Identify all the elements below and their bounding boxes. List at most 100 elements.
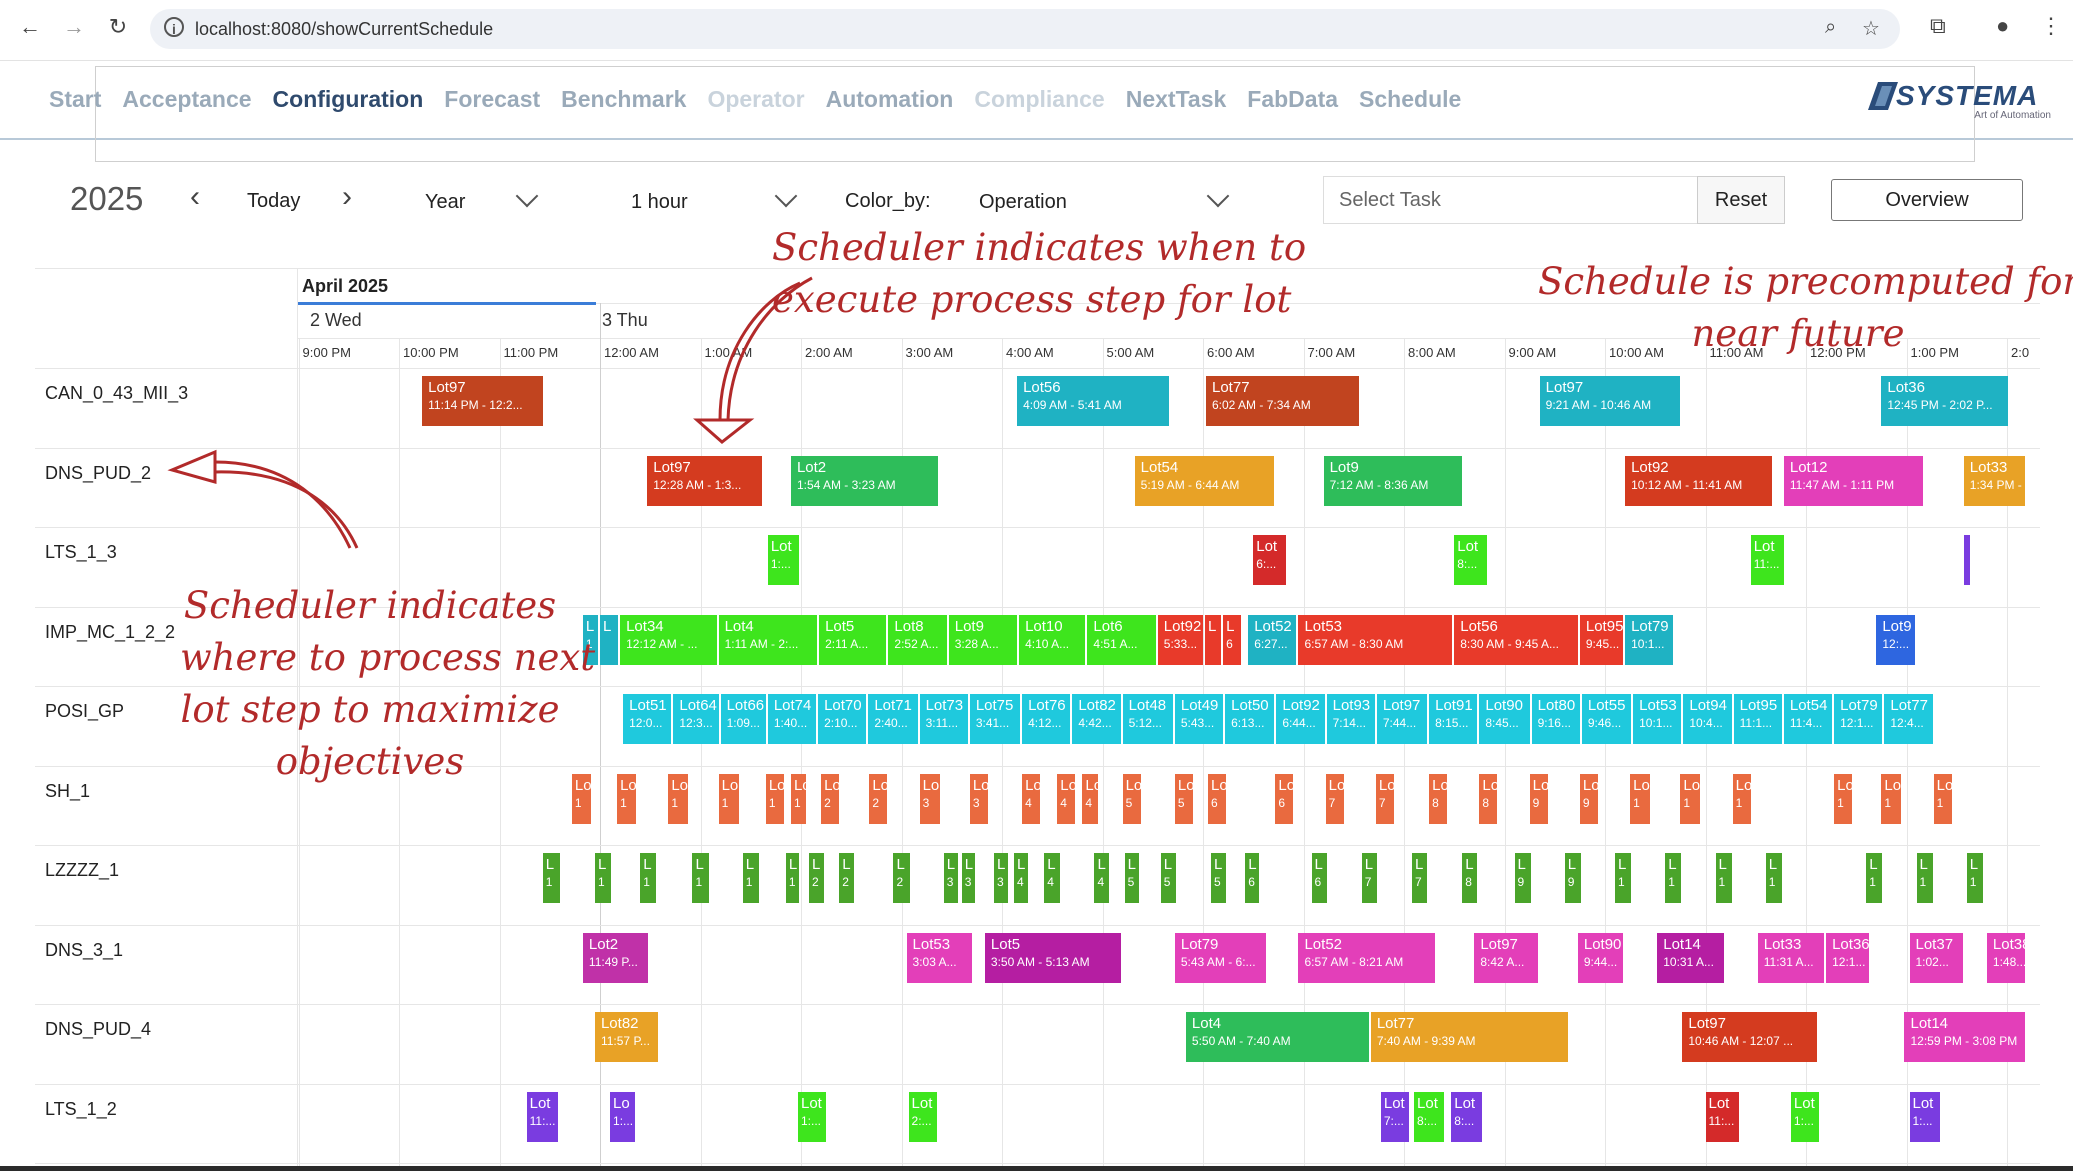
lot-bar[interactable]: Lot 1:... xyxy=(767,535,799,585)
lot-bar[interactable]: Lot53 3:03 A... xyxy=(906,932,972,983)
lot-bar[interactable]: Lot 11:... xyxy=(1705,1091,1739,1142)
lot-bar[interactable]: Lot5 2:11 A... xyxy=(819,614,887,665)
lot-bar[interactable]: Lo 3 xyxy=(969,773,988,824)
task-search-input[interactable]: Select Task xyxy=(1323,176,1698,224)
lot-bar[interactable]: Lo 2 xyxy=(869,773,888,824)
nav-tab-forecast[interactable]: Forecast xyxy=(444,86,541,112)
lot-bar[interactable]: Lot79 12:1... xyxy=(1834,694,1883,744)
lot-bar[interactable]: Lot77 6:02 AM - 7:34 AM xyxy=(1206,376,1359,426)
lot-bar[interactable]: Lo 8 xyxy=(1429,773,1448,824)
lot-bar[interactable]: Lot92 5:33... xyxy=(1157,614,1203,665)
lot-bar[interactable]: Lot90 9:44... xyxy=(1577,932,1624,983)
lot-bar[interactable]: Lot79 10:1... xyxy=(1625,614,1674,665)
nav-tab-schedule[interactable]: Schedule xyxy=(1359,86,1462,112)
lot-bar[interactable]: Lot56 4:09 AM - 5:41 AM xyxy=(1017,376,1169,426)
lot-bar[interactable]: Lot14 10:31 A... xyxy=(1657,932,1724,983)
nav-tab-benchmark[interactable]: Benchmark xyxy=(561,86,687,112)
nav-tab-nexttask[interactable]: NextTask xyxy=(1125,86,1227,112)
lot-bar[interactable]: Lot10 4:10 A... xyxy=(1019,614,1086,665)
lot-bar[interactable]: Lot92 6:44... xyxy=(1276,694,1325,744)
lot-bar[interactable]: Lot56 8:30 AM - 9:45 A... xyxy=(1454,614,1578,665)
view-chevron-down-icon[interactable] xyxy=(515,184,539,208)
lot-bar[interactable]: Lot54 11:4... xyxy=(1783,694,1833,744)
lot-bar[interactable]: Lot97 12:28 AM - 1:3... xyxy=(647,455,762,506)
lot-bar[interactable]: Lot34 12:12 AM - ... xyxy=(620,614,717,665)
profile-avatar[interactable]: ● xyxy=(1996,13,2010,38)
lot-bar[interactable]: Lot 8:... xyxy=(1414,1091,1445,1142)
zoom-icon[interactable]: ⌕ xyxy=(1825,16,1837,38)
lot-bar[interactable]: Lo 2 xyxy=(821,773,840,824)
color-by-select[interactable]: Operation xyxy=(979,191,1067,213)
lot-bar[interactable]: Lot49 5:43... xyxy=(1174,694,1224,744)
lot-bar[interactable]: Lot92 10:12 AM - 11:41 AM xyxy=(1625,455,1772,506)
lot-bar[interactable]: Lo1 xyxy=(790,773,807,824)
lot-bar[interactable]: Lot 2:... xyxy=(908,1091,937,1142)
lot-bar[interactable]: Lot6 4:51 A... xyxy=(1087,614,1156,665)
reload-icon[interactable]: ↻ xyxy=(108,14,128,39)
lot-bar[interactable]: Lot52 6:57 AM - 8:21 AM xyxy=(1298,932,1436,983)
lot-bar[interactable]: Lot50 6:13... xyxy=(1225,694,1275,744)
lot-bar[interactable]: Lo 7 xyxy=(1325,773,1344,824)
lot-bar[interactable]: Lo 6 xyxy=(1208,773,1227,824)
lot-bar[interactable]: Lot53 6:57 AM - 8:30 AM xyxy=(1298,614,1453,665)
next-period-chevron-icon[interactable]: › xyxy=(342,180,352,213)
lot-bar[interactable]: Lot 11:... xyxy=(1750,535,1784,585)
lot-bar[interactable]: Lot4 1:11 AM - 2:... xyxy=(718,614,818,665)
lot-bar[interactable]: Lot 11:... xyxy=(526,1091,558,1142)
lot-bar[interactable]: Lot97 11:14 PM - 12:2... xyxy=(422,376,543,426)
lot-bar[interactable]: Lot2 1:54 AM - 3:23 AM xyxy=(790,455,938,506)
lot-bar[interactable]: Lot 8:... xyxy=(1454,535,1488,585)
lot-bar[interactable]: Lo 7 xyxy=(1375,773,1394,824)
lot-bar[interactable]: Lot55 9:46... xyxy=(1581,694,1632,744)
lot-bar[interactable]: Lo 5 xyxy=(1174,773,1193,824)
lot-bar[interactable]: Lot82 4:42... xyxy=(1072,694,1121,744)
nav-tab-configuration[interactable]: Configuration xyxy=(272,86,424,112)
lot-bar[interactable]: Lot97 7:44... xyxy=(1376,694,1428,744)
forward-icon[interactable]: → xyxy=(63,14,85,39)
lot-bar[interactable]: Lo 5 xyxy=(1122,773,1141,824)
lot-bar[interactable]: Lo 6 xyxy=(1275,773,1294,824)
lot-bar[interactable]: Lo 8 xyxy=(1479,773,1498,824)
lot-bar[interactable]: Lot 8:... xyxy=(1451,1091,1483,1142)
lot-bar[interactable]: Lot90 8:45... xyxy=(1479,694,1530,744)
nav-tab-fabdata[interactable]: FabData xyxy=(1247,86,1339,112)
reset-button[interactable]: Reset xyxy=(1697,176,1785,224)
lot-bar[interactable]: Lo 4 xyxy=(1022,773,1041,824)
lot-bar[interactable]: Lo 9 xyxy=(1529,773,1548,824)
lot-bar[interactable]: Lot77 12:4... xyxy=(1884,694,1933,744)
lot-bar[interactable]: Lot97 10:46 AM - 12:07 ... xyxy=(1682,1012,1818,1062)
overview-button[interactable]: Overview xyxy=(1831,179,2023,221)
today-button[interactable]: Today xyxy=(247,190,301,212)
lot-bar[interactable]: Lot33 1:34 PM - xyxy=(1963,455,2026,506)
lot-bar[interactable]: Lot8 2:52 A... xyxy=(888,614,947,665)
lot-bar[interactable]: L xyxy=(1205,614,1222,665)
lot-bar[interactable]: Lo 4 xyxy=(1082,773,1099,824)
menu-kebab-icon[interactable]: ⋮ xyxy=(2040,13,2062,38)
